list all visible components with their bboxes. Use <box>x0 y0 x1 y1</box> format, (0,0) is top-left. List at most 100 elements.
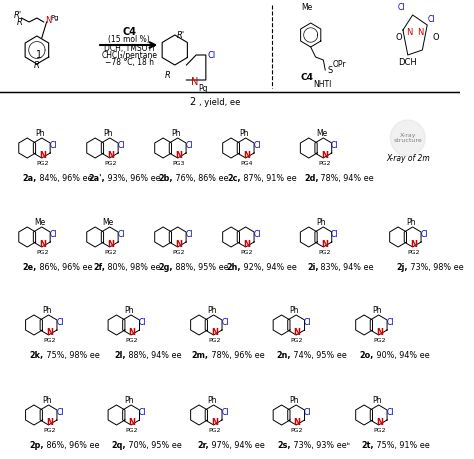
Text: X-ray of 2m: X-ray of 2m <box>386 153 429 162</box>
Text: N: N <box>406 28 412 37</box>
Text: 2c,: 2c, <box>228 174 241 183</box>
Text: Me: Me <box>102 218 113 226</box>
Text: Ph: Ph <box>290 396 299 404</box>
Text: DCH: DCH <box>398 58 417 67</box>
Text: Pg: Pg <box>50 15 59 21</box>
Text: Ph: Ph <box>207 306 217 314</box>
Text: 86%, 96% ee: 86%, 96% ee <box>37 263 92 272</box>
Text: −78 °C, 18 h: −78 °C, 18 h <box>105 57 154 67</box>
Circle shape <box>390 120 425 156</box>
Text: Ph: Ph <box>124 396 134 404</box>
Text: 74%, 95% ee: 74%, 95% ee <box>292 351 347 360</box>
Text: N: N <box>293 418 301 426</box>
Text: Ph: Ph <box>372 396 382 404</box>
Text: PG2: PG2 <box>407 250 420 254</box>
Text: Cl: Cl <box>420 230 428 239</box>
Text: Cl: Cl <box>139 408 146 416</box>
Text: 73%, 98% ee: 73%, 98% ee <box>408 263 464 272</box>
Text: Cl: Cl <box>386 408 394 416</box>
Text: Ph: Ph <box>35 129 45 138</box>
Text: PG2: PG2 <box>209 337 221 342</box>
Text: PG2: PG2 <box>318 161 330 166</box>
Text: N: N <box>321 240 328 248</box>
Text: NHTl: NHTl <box>314 80 332 89</box>
Text: C4: C4 <box>122 27 136 37</box>
Text: Cl: Cl <box>254 140 261 150</box>
Text: Cl: Cl <box>56 318 64 326</box>
Text: 2i,: 2i, <box>307 263 319 272</box>
Text: Cl: Cl <box>331 230 338 239</box>
Text: Cl: Cl <box>304 408 311 416</box>
Text: 78%, 94% ee: 78%, 94% ee <box>319 174 374 183</box>
Text: PG2: PG2 <box>291 427 303 432</box>
Text: R: R <box>17 17 22 27</box>
Text: PG3: PG3 <box>173 161 185 166</box>
Text: N: N <box>321 151 328 159</box>
Text: N: N <box>46 16 52 24</box>
Text: N: N <box>175 151 182 159</box>
Text: 88%, 95% ee: 88%, 95% ee <box>173 263 228 272</box>
Text: Cl: Cl <box>221 408 229 416</box>
Text: PG2: PG2 <box>374 427 386 432</box>
Text: 2: 2 <box>189 97 196 107</box>
Text: , yield, ee: , yield, ee <box>199 98 240 107</box>
Text: 80%, 98% ee: 80%, 98% ee <box>105 263 160 272</box>
Text: 75%, 98% ee: 75%, 98% ee <box>44 351 100 360</box>
Text: DCH, TMSOTf: DCH, TMSOTf <box>104 44 155 52</box>
Text: 2l,: 2l, <box>115 351 126 360</box>
Text: 2a',: 2a', <box>88 174 105 183</box>
Text: 2f,: 2f, <box>93 263 105 272</box>
Text: 75%, 91% ee: 75%, 91% ee <box>374 441 429 450</box>
Text: PG4: PG4 <box>240 161 253 166</box>
Text: 2d,: 2d, <box>304 174 319 183</box>
Text: N: N <box>211 418 218 426</box>
Text: R: R <box>165 71 171 80</box>
Text: R: R <box>34 61 40 69</box>
Text: N: N <box>107 151 114 159</box>
Text: N: N <box>107 240 114 248</box>
Text: PG2: PG2 <box>291 337 303 342</box>
Text: 88%, 94% ee: 88%, 94% ee <box>126 351 182 360</box>
Text: 2n,: 2n, <box>277 351 292 360</box>
Text: Cl: Cl <box>118 140 125 150</box>
Text: 78%, 96% ee: 78%, 96% ee <box>209 351 264 360</box>
Text: 2m,: 2m, <box>192 351 209 360</box>
Text: Ph: Ph <box>207 396 217 404</box>
Text: R': R' <box>13 11 21 19</box>
Text: C4: C4 <box>301 73 314 82</box>
Text: Ph: Ph <box>239 129 248 138</box>
Text: 93%, 96% ee: 93%, 96% ee <box>105 174 161 183</box>
Text: PG2: PG2 <box>240 250 253 254</box>
Text: PG2: PG2 <box>318 250 330 254</box>
Text: Ph: Ph <box>372 306 382 314</box>
Text: N: N <box>46 418 53 426</box>
Text: N: N <box>39 240 46 248</box>
Text: N: N <box>410 240 417 248</box>
Text: N: N <box>376 418 383 426</box>
Text: Ph: Ph <box>406 218 415 226</box>
Text: 2p,: 2p, <box>29 441 44 450</box>
Text: N: N <box>243 240 250 248</box>
Text: CHCl₃/pentane: CHCl₃/pentane <box>101 50 157 60</box>
Text: Ph: Ph <box>42 306 51 314</box>
Text: Cl: Cl <box>331 140 338 150</box>
Text: 83%, 94% ee: 83%, 94% ee <box>319 263 374 272</box>
Text: N: N <box>39 151 46 159</box>
Text: Cl: Cl <box>398 3 406 12</box>
Text: Ph: Ph <box>42 396 51 404</box>
Text: N: N <box>243 151 250 159</box>
Text: Ph: Ph <box>290 306 299 314</box>
Text: Me: Me <box>301 3 312 12</box>
Text: OPr: OPr <box>333 60 346 69</box>
Text: Cl: Cl <box>139 318 146 326</box>
Text: PG2: PG2 <box>104 161 117 166</box>
Text: PG2: PG2 <box>126 427 138 432</box>
Text: Ph: Ph <box>171 129 181 138</box>
Text: Cl: Cl <box>118 230 125 239</box>
Text: Cl: Cl <box>427 15 435 24</box>
Text: S: S <box>327 66 332 75</box>
Text: PG2: PG2 <box>36 250 49 254</box>
Text: Cl: Cl <box>254 230 261 239</box>
Text: 2a,: 2a, <box>23 174 37 183</box>
Text: PG2: PG2 <box>43 427 56 432</box>
